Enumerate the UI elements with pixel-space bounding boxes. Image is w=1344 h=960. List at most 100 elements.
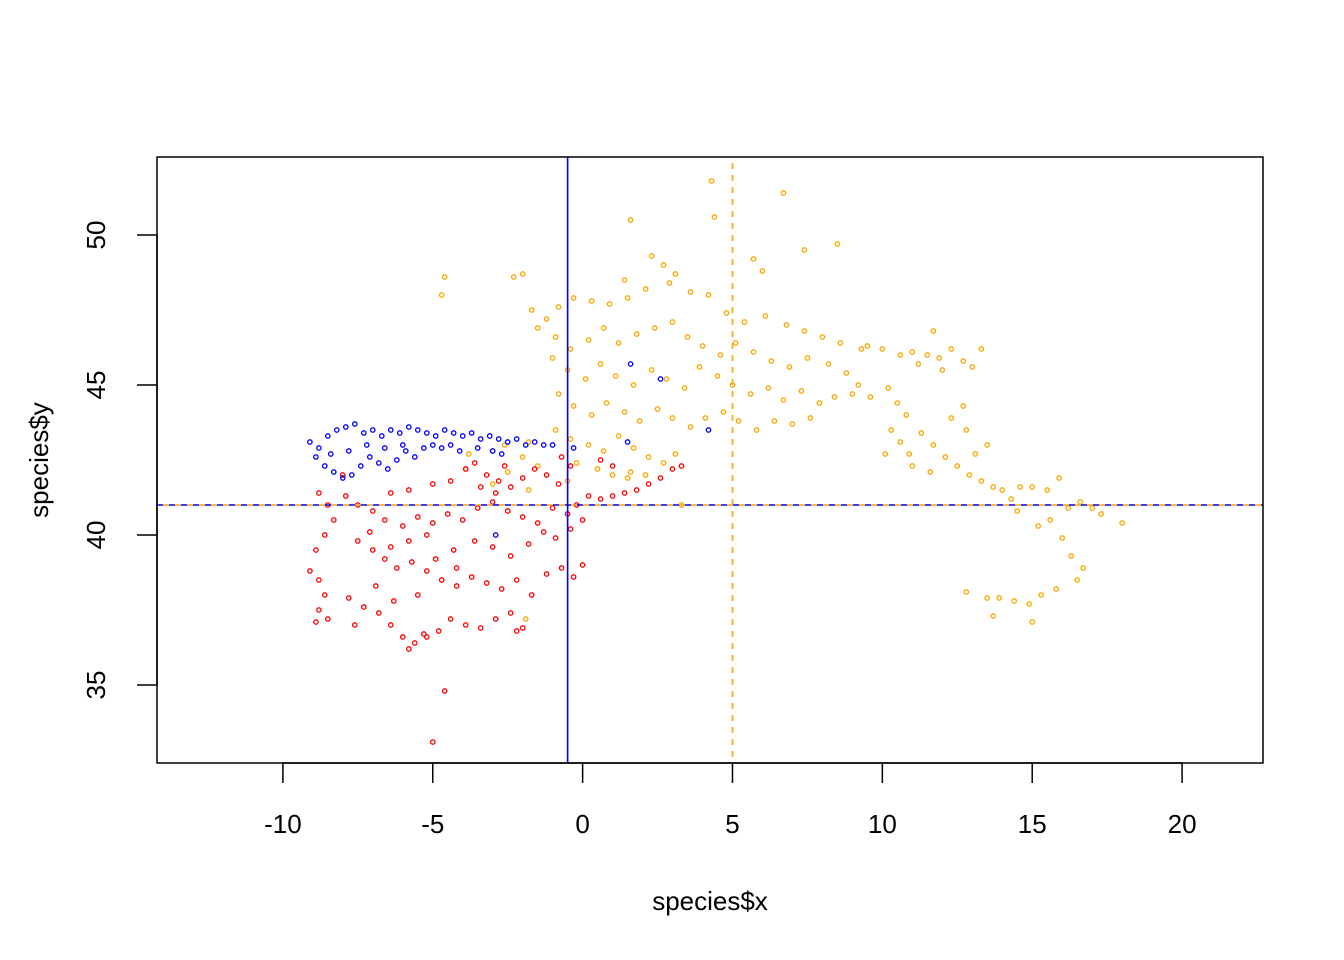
x-axis-label: species$x [652, 886, 768, 916]
data-point [528, 307, 535, 313]
data-point [594, 466, 601, 472]
data-point [624, 475, 631, 481]
data-point [1074, 577, 1081, 583]
data-point [855, 382, 862, 388]
data-point [498, 451, 505, 457]
data-point [930, 328, 937, 334]
data-point [597, 361, 604, 367]
data-point [816, 400, 823, 406]
data-point [786, 364, 793, 370]
data-point [501, 463, 508, 469]
data-point [888, 427, 895, 433]
data-point [471, 460, 478, 466]
data-point [441, 427, 448, 433]
data-point [531, 439, 538, 445]
data-point [960, 358, 967, 364]
data-point [342, 493, 349, 499]
data-point [954, 463, 961, 469]
data-point [507, 553, 514, 559]
data-point [1029, 619, 1036, 625]
data-point [390, 598, 397, 604]
data-point [528, 592, 535, 598]
data-point [885, 385, 892, 391]
data-point [588, 298, 595, 304]
data-point [615, 433, 622, 439]
data-point [405, 538, 412, 544]
data-point [1044, 487, 1051, 493]
data-point [438, 445, 445, 451]
data-point [351, 622, 358, 628]
series-0 [438, 178, 1125, 625]
data-point [324, 433, 331, 439]
data-point [627, 469, 634, 475]
data-point [483, 472, 490, 478]
data-point [666, 280, 673, 286]
data-point [825, 361, 832, 367]
x-tick-label: 10 [868, 809, 897, 839]
data-point [393, 457, 400, 463]
data-point [702, 415, 709, 421]
data-point [750, 256, 757, 262]
data-point [504, 469, 511, 475]
data-point [477, 436, 484, 442]
data-point [324, 616, 331, 622]
data-point [882, 451, 889, 457]
data-point [648, 367, 655, 373]
data-point [316, 577, 322, 583]
data-point [369, 508, 376, 514]
data-point [1017, 484, 1024, 490]
data-point [597, 496, 604, 502]
data-point [942, 454, 949, 460]
data-point [834, 241, 841, 247]
data-point [648, 253, 655, 259]
data-point [762, 313, 769, 319]
data-point [495, 436, 502, 442]
data-point [522, 616, 529, 622]
data-point [915, 361, 922, 367]
y-axis: 35 40 45 50 [81, 221, 158, 699]
data-point [579, 562, 586, 568]
data-point [399, 442, 406, 448]
data-point [414, 592, 421, 598]
data-point [307, 439, 313, 445]
data-point [978, 346, 985, 352]
data-point [387, 544, 394, 550]
data-point [360, 430, 367, 436]
data-point [405, 487, 412, 493]
data-point [330, 469, 337, 475]
data-point [1011, 598, 1018, 604]
data-point [678, 463, 685, 469]
data-point [307, 568, 313, 574]
data-point [438, 292, 445, 298]
data-point [990, 484, 997, 490]
data-point [342, 424, 349, 430]
data-point [978, 478, 985, 484]
data-point [918, 430, 925, 436]
data-point [657, 475, 664, 481]
data-point [399, 523, 406, 529]
data-point [582, 376, 589, 382]
data-point [321, 592, 328, 598]
data-point [393, 565, 400, 571]
data-point [339, 472, 346, 478]
data-point [498, 586, 505, 592]
data-point [753, 427, 760, 433]
data-point [384, 466, 391, 472]
data-point [552, 334, 559, 340]
data-point [672, 271, 679, 277]
data-point [459, 433, 466, 439]
data-point [630, 382, 637, 388]
data-point [429, 481, 436, 487]
data-point [936, 355, 943, 361]
data-point [483, 580, 490, 586]
data-point [489, 481, 496, 487]
data-point [645, 481, 652, 487]
data-point [627, 217, 634, 223]
data-point [864, 343, 871, 349]
data-point [867, 394, 874, 400]
data-point [819, 334, 826, 340]
data-point [432, 433, 439, 439]
data-point [642, 286, 649, 292]
